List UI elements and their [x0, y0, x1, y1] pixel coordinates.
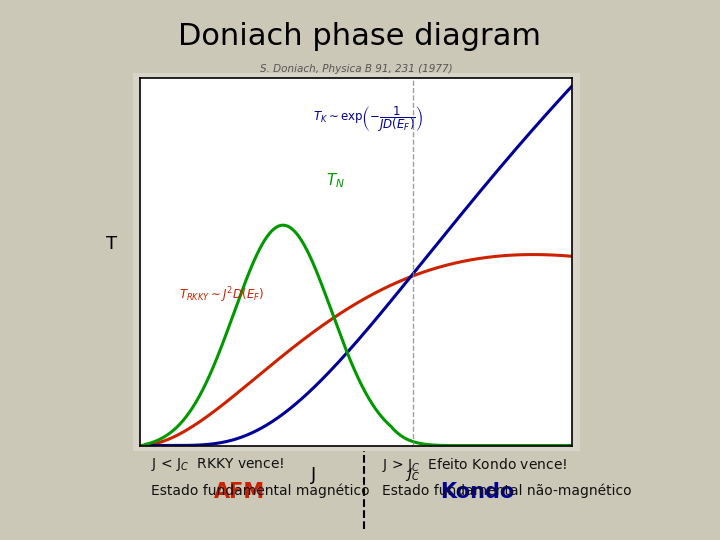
Text: $J_C$: $J_C$ — [405, 465, 420, 483]
Text: Estado fundamental magnético: Estado fundamental magnético — [151, 483, 370, 498]
Text: J > J$_C$  Efeito Kondo vence!: J > J$_C$ Efeito Kondo vence! — [382, 456, 567, 474]
Text: $T_K \sim \exp\!\left(-\dfrac{1}{JD(E_F)}\right)$: $T_K \sim \exp\!\left(-\dfrac{1}{JD(E_F)… — [313, 104, 423, 134]
Text: AFM: AFM — [214, 482, 266, 502]
Text: Doniach phase diagram: Doniach phase diagram — [179, 22, 541, 51]
Text: Estado fundamental não-magnético: Estado fundamental não-magnético — [382, 483, 631, 498]
Text: $T_N$: $T_N$ — [326, 172, 345, 191]
Text: J < J$_C$  RKKY vence!: J < J$_C$ RKKY vence! — [151, 456, 284, 473]
Text: S. Doniach, Physica B 91, 231 (1977): S. Doniach, Physica B 91, 231 (1977) — [260, 64, 453, 74]
Text: T: T — [106, 234, 117, 253]
Text: $T_{RKKY} \sim J^2D(E_F)$: $T_{RKKY} \sim J^2D(E_F)$ — [179, 285, 264, 305]
Text: J: J — [310, 465, 316, 484]
Text: Kondo: Kondo — [440, 482, 515, 502]
